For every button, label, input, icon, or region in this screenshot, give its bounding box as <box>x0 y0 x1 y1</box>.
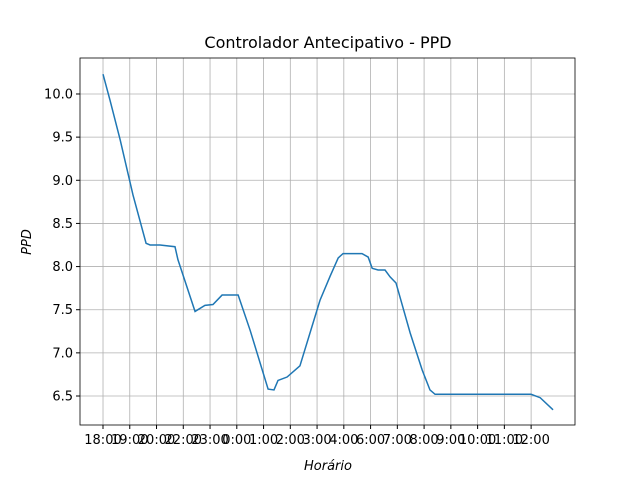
x-tick-label: 1:00 <box>249 433 278 448</box>
chart-title: Controlador Antecipativo - PPD <box>204 33 451 52</box>
x-tick-label: 19:00 <box>111 433 148 448</box>
x-tick-label: 23:00 <box>191 433 228 448</box>
y-tick-label: 6.5 <box>52 390 73 405</box>
x-tick-label: 20:00 <box>138 433 175 448</box>
x-tick-label: 22:00 <box>165 433 202 448</box>
x-tick-label: 12:00 <box>512 433 549 448</box>
x-tick-label: 8:00 <box>409 433 438 448</box>
line-series <box>102 73 554 411</box>
y-axis-label: PPD <box>20 229 35 255</box>
y-tick-label: 7.0 <box>52 346 73 361</box>
x-tick-label: 9:00 <box>436 433 465 448</box>
x-tick-label: 11:00 <box>486 433 523 448</box>
x-tick-label: 2:00 <box>276 433 305 448</box>
x-tick-label: 0:00 <box>222 433 251 448</box>
y-tick-label: 8.0 <box>52 260 73 275</box>
x-tick-label: 7:00 <box>383 433 412 448</box>
y-tick-label: 10.0 <box>44 87 73 102</box>
y-tick-label: 9.0 <box>52 174 73 189</box>
x-axis-label: Horário <box>304 459 352 474</box>
x-tick-label: 10:00 <box>459 433 496 448</box>
y-tick-label: 8.5 <box>52 217 73 232</box>
plot-frame <box>79 57 576 426</box>
y-tick-label: 9.5 <box>52 131 73 146</box>
x-tick-label: 3:00 <box>302 433 331 448</box>
y-tick-label: 7.5 <box>52 303 73 318</box>
x-tick-label: 6:00 <box>356 433 385 448</box>
x-tick-label: 4:00 <box>329 433 358 448</box>
x-tick-label: 18:00 <box>84 433 121 448</box>
